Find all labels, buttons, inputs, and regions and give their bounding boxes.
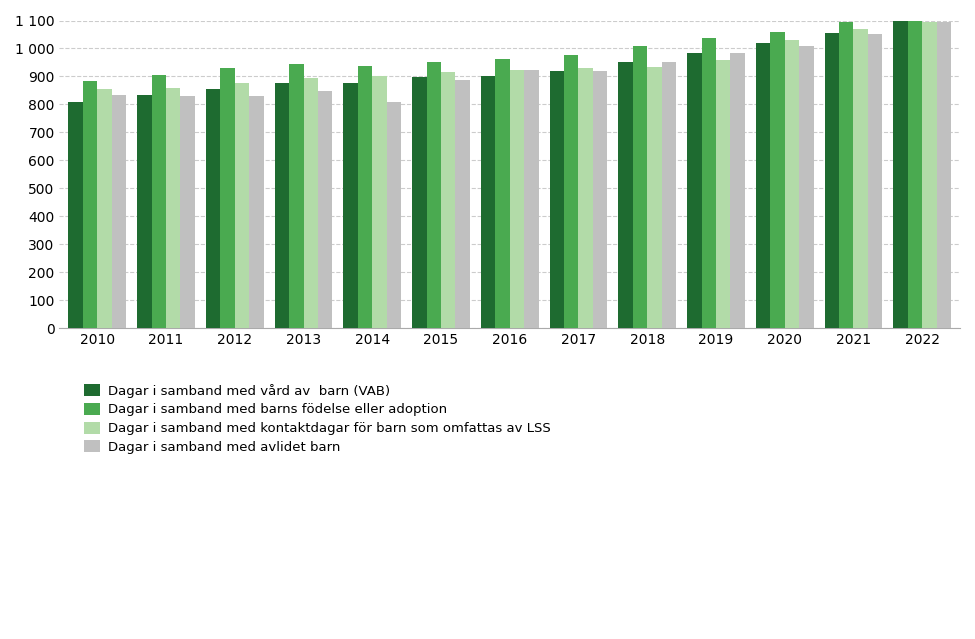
- Bar: [180, 96, 195, 328]
- Bar: [206, 89, 220, 328]
- Bar: [455, 80, 470, 328]
- Bar: [785, 40, 799, 328]
- Bar: [662, 63, 676, 328]
- Bar: [358, 66, 372, 328]
- Bar: [800, 45, 813, 328]
- Bar: [481, 75, 495, 328]
- Bar: [647, 66, 662, 328]
- Bar: [372, 77, 387, 328]
- Bar: [303, 79, 318, 328]
- Bar: [893, 21, 908, 328]
- Bar: [289, 64, 303, 328]
- Bar: [730, 54, 745, 328]
- Bar: [550, 72, 565, 328]
- Bar: [220, 68, 235, 328]
- Bar: [565, 54, 578, 328]
- Bar: [578, 68, 593, 328]
- Bar: [839, 22, 853, 328]
- Bar: [716, 59, 730, 328]
- Bar: [98, 89, 112, 328]
- Bar: [868, 35, 882, 328]
- Bar: [427, 63, 441, 328]
- Bar: [937, 22, 951, 328]
- Bar: [412, 77, 427, 328]
- Bar: [770, 32, 785, 328]
- Bar: [250, 96, 263, 328]
- Bar: [137, 95, 151, 328]
- Bar: [510, 70, 525, 328]
- Bar: [525, 70, 538, 328]
- Bar: [908, 20, 922, 328]
- Bar: [495, 59, 510, 328]
- Bar: [853, 29, 868, 328]
- Bar: [618, 63, 633, 328]
- Legend: Dagar i samband med vård av  barn (VAB), Dagar i samband med barns födelse eller: Dagar i samband med vård av barn (VAB), …: [84, 384, 551, 454]
- Bar: [166, 88, 180, 328]
- Bar: [318, 91, 332, 328]
- Bar: [83, 81, 98, 328]
- Bar: [68, 102, 83, 328]
- Bar: [441, 72, 455, 328]
- Bar: [235, 82, 250, 328]
- Bar: [756, 43, 770, 328]
- Bar: [387, 102, 401, 328]
- Bar: [151, 75, 166, 328]
- Bar: [112, 95, 126, 328]
- Bar: [593, 72, 607, 328]
- Bar: [343, 82, 358, 328]
- Bar: [922, 22, 937, 328]
- Bar: [275, 82, 289, 328]
- Bar: [633, 47, 647, 328]
- Bar: [687, 52, 702, 328]
- Bar: [825, 33, 839, 328]
- Bar: [702, 38, 716, 328]
